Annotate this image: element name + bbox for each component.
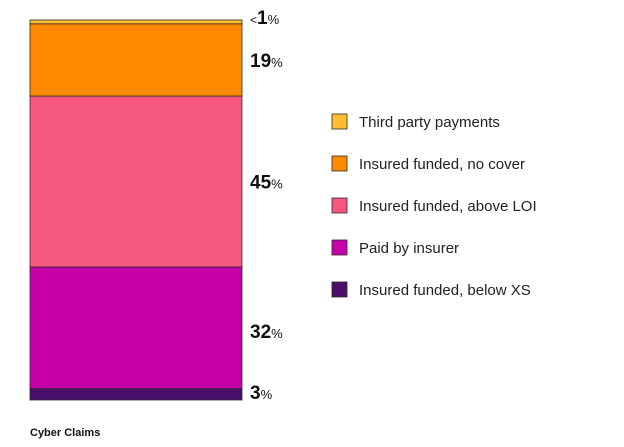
legend-item-insured-funded-no-cover: Insured funded, no cover xyxy=(331,155,525,173)
legend-label: Insured funded, above LOI xyxy=(359,198,537,215)
bar-segment-insured-funded-no-cover xyxy=(29,23,243,97)
legend-swatch xyxy=(331,113,348,130)
bar-segment-third-party-payments xyxy=(29,19,243,25)
legend-swatch xyxy=(331,197,348,214)
value-label-insured-funded-below-xs: 3% xyxy=(250,383,273,404)
legend-label: Third party payments xyxy=(359,114,500,131)
bar-segment-paid-by-insurer xyxy=(29,266,243,389)
value-label-insured-funded-no-cover: 19% xyxy=(250,51,283,72)
bar-segments xyxy=(29,19,243,401)
legend-swatch xyxy=(331,155,348,172)
legend-label: Insured funded, no cover xyxy=(359,156,525,173)
value-labels: <1% 19% 45% 32% 3% xyxy=(250,8,283,404)
legend-swatch xyxy=(331,281,348,298)
bar-segment-insured-funded-above-loi xyxy=(29,95,243,268)
legend-label: Paid by insurer xyxy=(359,240,459,257)
legend-swatch xyxy=(331,239,348,256)
legend-item-paid-by-insurer: Paid by insurer xyxy=(331,239,459,257)
legend-item-insured-funded-below-xs: Insured funded, below XS xyxy=(331,281,531,299)
legend-item-insured-funded-above-loi: Insured funded, above LOI xyxy=(331,197,537,215)
legend-item-third-party-payments: Third party payments xyxy=(331,113,500,131)
value-label-insured-funded-above-loi: 45% xyxy=(250,173,283,194)
bar-segment-insured-funded-below-xs xyxy=(29,388,243,401)
legend-label: Insured funded, below XS xyxy=(359,282,531,299)
legend: Third party payments Insured funded, no c… xyxy=(331,113,537,299)
value-label-paid-by-insurer: 32% xyxy=(250,322,283,343)
value-label-third-party-payments: <1% xyxy=(250,8,280,29)
category-label: Cyber Claims xyxy=(30,427,100,439)
